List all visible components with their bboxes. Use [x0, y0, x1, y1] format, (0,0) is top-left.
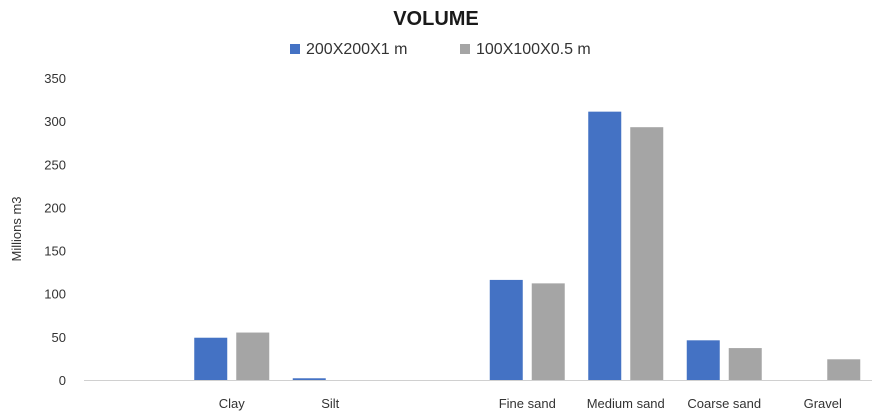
y-tick-label: 200 [44, 200, 66, 215]
bar-series-1 [194, 337, 228, 380]
y-tick-label: 50 [52, 330, 66, 345]
y-tick-label: 300 [44, 114, 66, 129]
y-axis-ticks: 0 50 100 150 200 250 300 350 [44, 71, 66, 388]
bar-series-1 [292, 378, 326, 380]
bar-series-2 [630, 127, 664, 380]
bar-series-2 [531, 283, 565, 380]
legend: 200X200X1 m 100X100X0.5 m [290, 41, 591, 58]
legend-label-series-1: 200X200X1 m [306, 41, 407, 58]
bar-series-2 [236, 332, 270, 380]
bar-series-1 [489, 279, 523, 380]
legend-label-series-2: 100X100X0.5 m [476, 41, 591, 58]
y-axis-label: Millions m3 [9, 196, 24, 261]
x-tick-label: Silt [321, 396, 339, 411]
legend-swatch-series-2 [460, 44, 470, 54]
y-tick-label: 0 [59, 373, 66, 388]
y-tick-label: 100 [44, 287, 66, 302]
bar-series-1 [588, 111, 622, 380]
legend-swatch-series-1 [290, 44, 300, 54]
bar-series-1 [686, 340, 720, 380]
bars [194, 111, 861, 380]
x-tick-label: Fine sand [499, 396, 556, 411]
bar-series-2 [827, 359, 861, 380]
y-tick-label: 250 [44, 157, 66, 172]
x-tick-label: Medium sand [587, 396, 665, 411]
x-tick-label: Coarse sand [687, 396, 761, 411]
x-tick-label: Clay [219, 396, 246, 411]
x-tick-label: Gravel [804, 396, 842, 411]
bar-series-2 [728, 348, 762, 380]
y-tick-label: 150 [44, 244, 66, 259]
x-axis-ticks: Clay Silt Fine sand Medium sand Coarse sand G… [219, 396, 842, 411]
y-tick-label: 350 [44, 71, 66, 86]
chart-title: VOLUME [393, 8, 479, 30]
